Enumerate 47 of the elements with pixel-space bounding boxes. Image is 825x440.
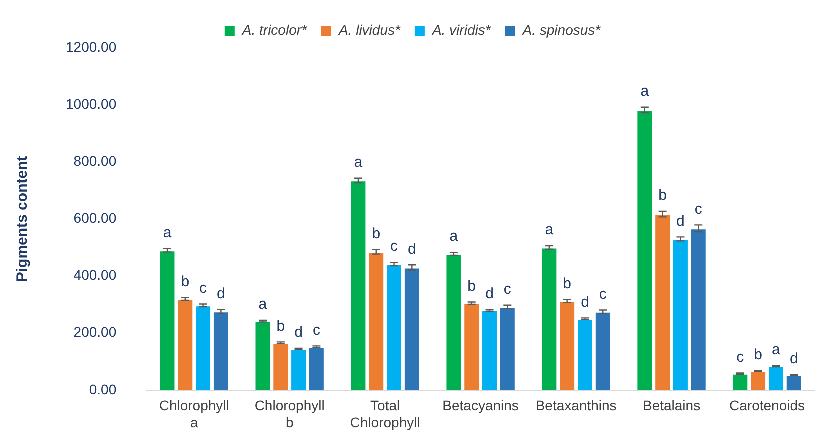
data-label: b bbox=[658, 187, 667, 204]
y-tick-label: 800.00 bbox=[74, 152, 117, 169]
data-label: d bbox=[217, 285, 226, 302]
y-tick-label: 0.00 bbox=[89, 381, 117, 398]
y-tick-label: 200.00 bbox=[74, 324, 117, 340]
y-axis-title: Pigments content bbox=[14, 156, 32, 282]
x-tick-label: Chlorophyll a bbox=[159, 398, 230, 430]
data-label: b bbox=[563, 276, 572, 293]
data-label: d bbox=[790, 350, 798, 368]
y-tick-label: 600.00 bbox=[74, 210, 117, 226]
data-label: b bbox=[754, 346, 762, 364]
data-label: b bbox=[372, 225, 381, 242]
data-label: a bbox=[163, 224, 172, 242]
legend-label: A. spinosus* bbox=[522, 22, 602, 38]
data-label: a bbox=[545, 222, 554, 239]
y-tick-label: 400.00 bbox=[74, 267, 117, 284]
x-tick-label: Betacyanins bbox=[442, 398, 519, 414]
x-tick-label: Betalains bbox=[642, 398, 701, 414]
data-label: c bbox=[504, 281, 512, 298]
x-tick-label: Total Chlorophyll bbox=[350, 398, 420, 430]
legend-label: A. viridis* bbox=[431, 22, 492, 38]
data-label: c bbox=[390, 238, 399, 256]
data-label: b bbox=[181, 273, 190, 290]
data-label: c bbox=[200, 280, 208, 297]
data-label: c bbox=[736, 348, 745, 366]
data-label: a bbox=[450, 228, 459, 246]
data-label: d bbox=[486, 285, 494, 302]
x-tick-label: Chlorophyll b bbox=[254, 398, 325, 430]
data-label: d bbox=[294, 324, 303, 342]
data-label: c bbox=[694, 200, 703, 218]
data-label: c bbox=[312, 322, 321, 339]
legend-label: A. tricolor* bbox=[241, 22, 308, 38]
data-label: a bbox=[354, 154, 364, 172]
data-label: b bbox=[276, 318, 286, 335]
data-label: c bbox=[599, 286, 608, 303]
legend-label: A. lividus* bbox=[338, 22, 401, 38]
data-label: a bbox=[640, 82, 650, 100]
data-label: d bbox=[581, 294, 590, 311]
data-label: d bbox=[676, 212, 685, 230]
x-tick-label: Carotenoids bbox=[730, 398, 806, 414]
x-tick-label: Betaxanthins bbox=[536, 398, 617, 414]
y-tick-label: 1000.00 bbox=[66, 96, 117, 112]
data-label: a bbox=[258, 296, 268, 314]
data-label: b bbox=[468, 278, 476, 295]
y-tick-label: 1200.00 bbox=[66, 38, 117, 55]
data-label: a bbox=[772, 342, 782, 358]
data-label: d bbox=[408, 240, 416, 258]
